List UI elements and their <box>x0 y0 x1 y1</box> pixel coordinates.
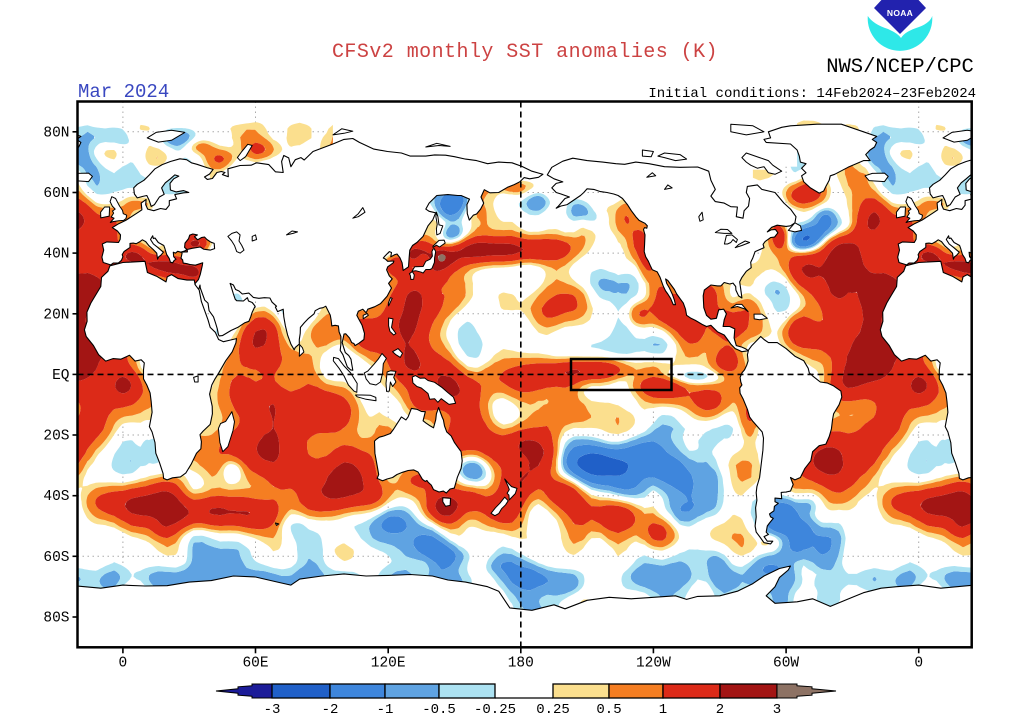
svg-text:-3: -3 <box>264 702 281 718</box>
svg-text:0: 0 <box>914 655 923 671</box>
svg-text:Initial conditions: 14Feb2024–: Initial conditions: 14Feb2024–23Feb2024 <box>648 86 976 102</box>
svg-text:60S: 60S <box>43 550 69 566</box>
svg-text:20N: 20N <box>43 307 69 323</box>
svg-text:180: 180 <box>508 655 534 671</box>
svg-text:3: 3 <box>773 702 781 718</box>
svg-text:0.5: 0.5 <box>596 702 621 718</box>
svg-text:60E: 60E <box>242 655 268 671</box>
svg-text:0.25: 0.25 <box>536 702 570 718</box>
svg-text:80S: 80S <box>43 611 69 627</box>
svg-text:NOAA: NOAA <box>887 8 913 18</box>
svg-text:-2: -2 <box>322 702 339 718</box>
svg-text:120E: 120E <box>371 655 406 671</box>
svg-text:CFSv2 monthly SST anomalies (K: CFSv2 monthly SST anomalies (K) <box>332 41 718 64</box>
svg-text:Mar 2024: Mar 2024 <box>78 81 169 103</box>
svg-text:NWS/NCEP/CPC: NWS/NCEP/CPC <box>826 56 974 79</box>
svg-text:-0.5: -0.5 <box>422 702 456 718</box>
svg-text:60N: 60N <box>43 186 69 202</box>
svg-text:40N: 40N <box>43 247 69 263</box>
svg-text:-0.25: -0.25 <box>474 702 516 718</box>
svg-text:2: 2 <box>716 702 724 718</box>
svg-text:1: 1 <box>659 702 667 718</box>
svg-text:80N: 80N <box>43 125 69 141</box>
svg-text:40S: 40S <box>43 489 69 505</box>
svg-text:EQ: EQ <box>52 368 70 384</box>
svg-text:60W: 60W <box>773 655 799 671</box>
svg-text:-1: -1 <box>377 702 394 718</box>
svg-text:120W: 120W <box>636 655 671 671</box>
svg-text:20S: 20S <box>43 429 69 445</box>
svg-text:0: 0 <box>119 655 128 671</box>
